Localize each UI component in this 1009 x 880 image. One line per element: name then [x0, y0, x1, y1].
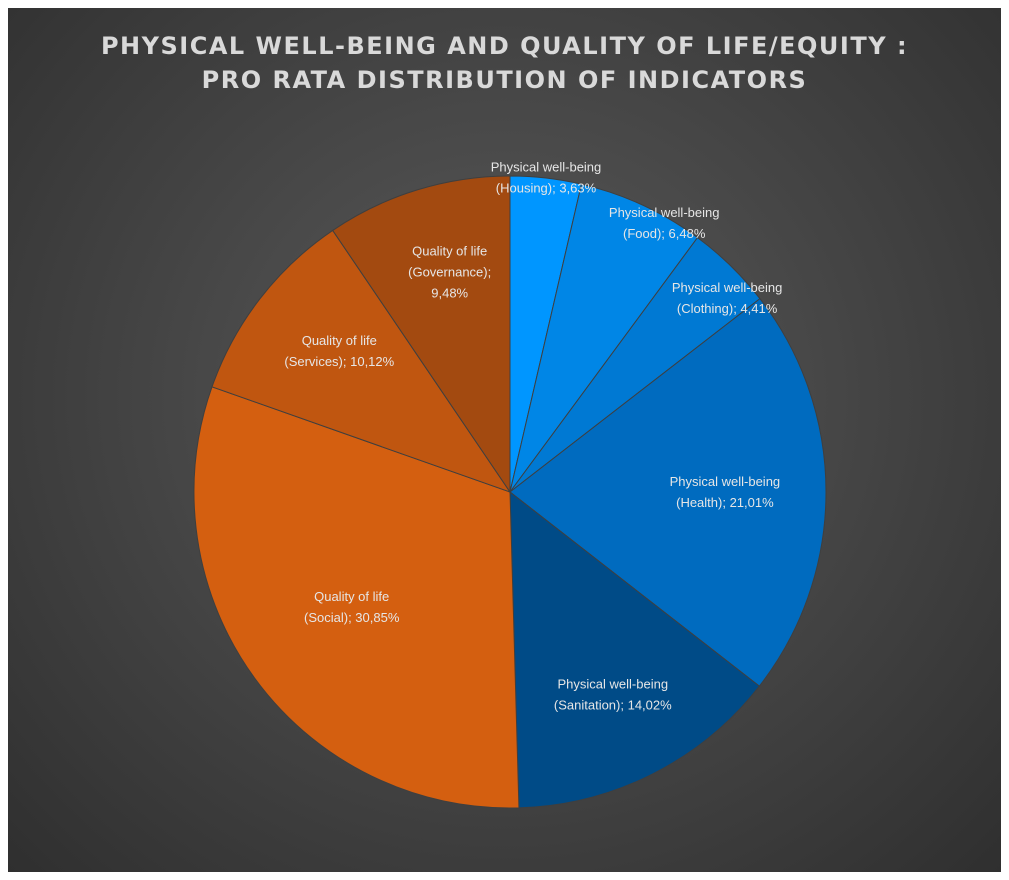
- slice-label: Quality of life (Services); 10,12%: [284, 333, 394, 369]
- pie-slice: [332, 175, 511, 494]
- pie-slices: [193, 175, 827, 809]
- slice-label-line: (Health); 21,01%: [676, 495, 774, 510]
- slice-label: Quality of life (Governance); 9,48%: [408, 244, 491, 301]
- slice-label: Physical well-being (Food); 6,48%: [609, 205, 720, 241]
- pie-slice: [509, 183, 699, 493]
- chart-title-line-2: PRO RATA DISTRIBUTION OF INDICATORS: [201, 65, 808, 94]
- slice-label-line: Physical well-being: [672, 280, 783, 295]
- pie-slice: [211, 229, 512, 493]
- chart-title: PHYSICAL WELL-BEING AND QUALITY OF LIFE/…: [8, 30, 1001, 97]
- pie-slice: [509, 297, 827, 687]
- slice-label-line: Physical well-being: [558, 677, 669, 692]
- slice-label-line: Physical well-being: [670, 474, 781, 489]
- slice-label-line: (Governance);: [408, 265, 491, 280]
- slice-label-line: (Social); 30,85%: [304, 610, 400, 625]
- slice-label-line: Quality of life: [314, 589, 389, 604]
- slice-label: Physical well-being (Clothing); 4,41%: [672, 280, 783, 316]
- slice-label-line: (Services); 10,12%: [284, 354, 394, 369]
- slice-label-line: Physical well-being: [609, 205, 720, 220]
- slice-label-line: (Clothing); 4,41%: [677, 301, 778, 316]
- slice-label-line: (Housing); 3,63%: [496, 181, 597, 196]
- slice-label-line: Physical well-being: [491, 160, 602, 175]
- pie-slice: [509, 490, 761, 809]
- slice-label: Physical well-being (Health); 21,01%: [670, 474, 781, 510]
- pie-chart: Physical well-being (Housing); 3,63%Physi…: [193, 160, 827, 809]
- chart-title-line-1: PHYSICAL WELL-BEING AND QUALITY OF LIFE/…: [100, 32, 909, 60]
- slice-label-line: 9,48%: [431, 286, 468, 301]
- slice-label: Physical well-being (Housing); 3,63%: [491, 160, 602, 196]
- slice-label: Physical well-being (Sanitation); 14,02%: [554, 677, 672, 713]
- slice-label-line: Quality of life: [412, 244, 487, 259]
- slice-label-line: (Sanitation); 14,02%: [554, 698, 672, 713]
- slice-label: Quality of life (Social); 30,85%: [304, 589, 400, 625]
- slice-label-line: (Food); 6,48%: [623, 226, 706, 241]
- pie-labels: Physical well-being (Housing); 3,63%Physi…: [284, 160, 782, 713]
- slice-label-line: Quality of life: [302, 333, 377, 348]
- chart-area: PHYSICAL WELL-BEING AND QUALITY OF LIFE/…: [8, 8, 1001, 872]
- pie-slice: [193, 386, 520, 809]
